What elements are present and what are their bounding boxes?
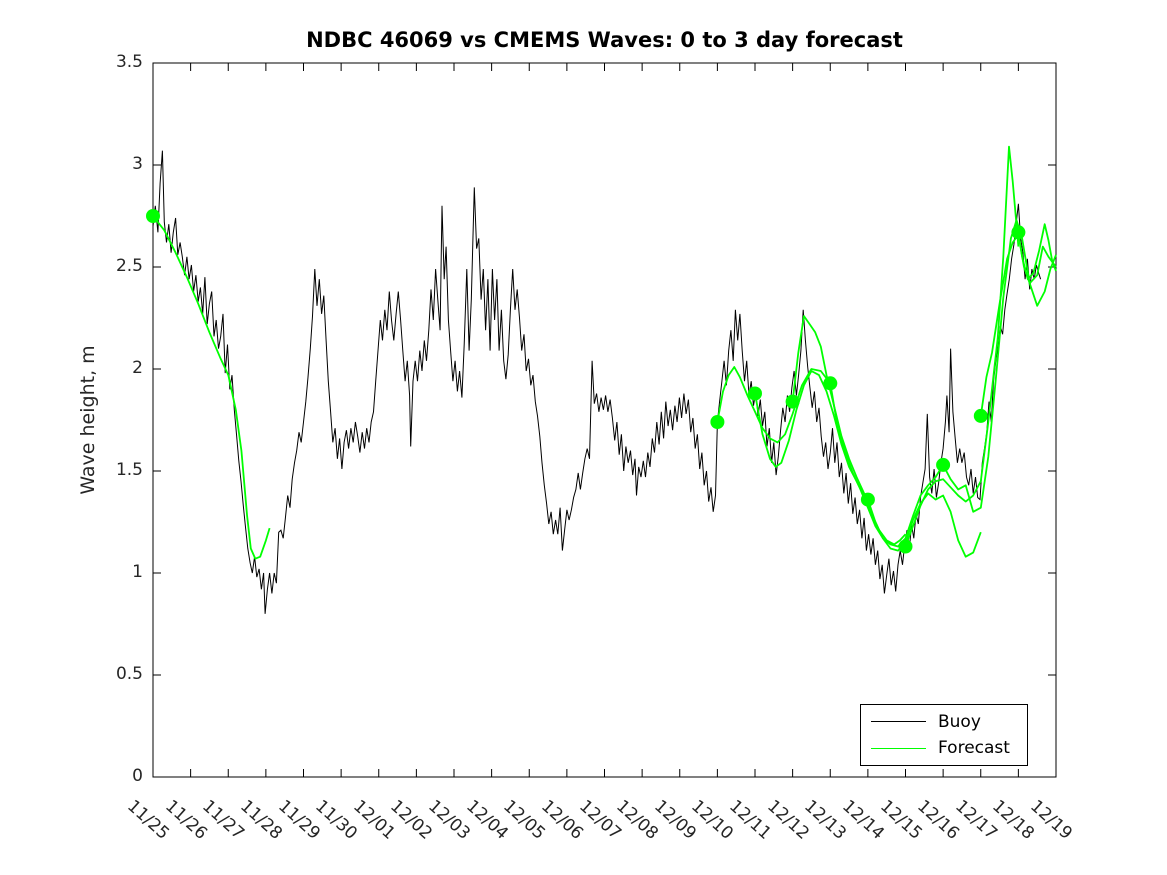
forecast-start-marker [823, 376, 838, 391]
chart-title: NDBC 46069 vs CMEMS Waves: 0 to 3 day fo… [306, 28, 903, 52]
forecast-segment-11-25 [152, 215, 271, 560]
buoy-series-line [152, 150, 1042, 614]
forecast-start-marker [785, 394, 800, 409]
forecast-start-marker [1011, 225, 1026, 240]
y-tick-label: 2.5 [115, 256, 143, 276]
plot-border [152, 62, 1057, 778]
y-tick-label: 0 [132, 766, 143, 786]
legend-label-forecast: Forecast [938, 738, 1010, 759]
forecast-segment-12-11 [754, 370, 869, 501]
forecast-segment-12-16 [942, 219, 1057, 513]
buoy-line-sample [871, 721, 926, 723]
forecast-start-marker [936, 457, 951, 472]
legend-entry-buoy: Buoy [861, 712, 1027, 732]
legend-entry-forecast: Forecast [861, 738, 1027, 758]
y-tick-label: 1.5 [115, 460, 143, 480]
forecast-start-marker [973, 408, 988, 423]
y-tick-label: 2 [132, 358, 143, 378]
forecast-segment-12-12 [791, 315, 907, 546]
y-tick-label: 0.5 [115, 664, 143, 684]
forecast-start-marker [710, 415, 725, 429]
forecast-segment-12-18 [1017, 223, 1057, 281]
legend-box: Buoy Forecast [860, 704, 1028, 766]
y-tick-label: 3.5 [115, 52, 143, 72]
legend-label-buoy: Buoy [938, 711, 981, 732]
forecast-segment-12-15 [904, 145, 1020, 547]
y-tick-label: 3 [132, 154, 143, 174]
forecast-start-marker [748, 386, 762, 401]
forecast-start-marker [898, 539, 913, 554]
forecast-segment-12-14 [867, 492, 982, 558]
forecast-line-sample [871, 747, 926, 749]
forecast-segment-12-10 [716, 366, 832, 444]
forecast-segment-12-13 [829, 383, 944, 548]
y-tick-label: 1 [132, 562, 143, 582]
forecast-start-marker [146, 209, 160, 223]
forecast-start-marker [860, 492, 875, 507]
